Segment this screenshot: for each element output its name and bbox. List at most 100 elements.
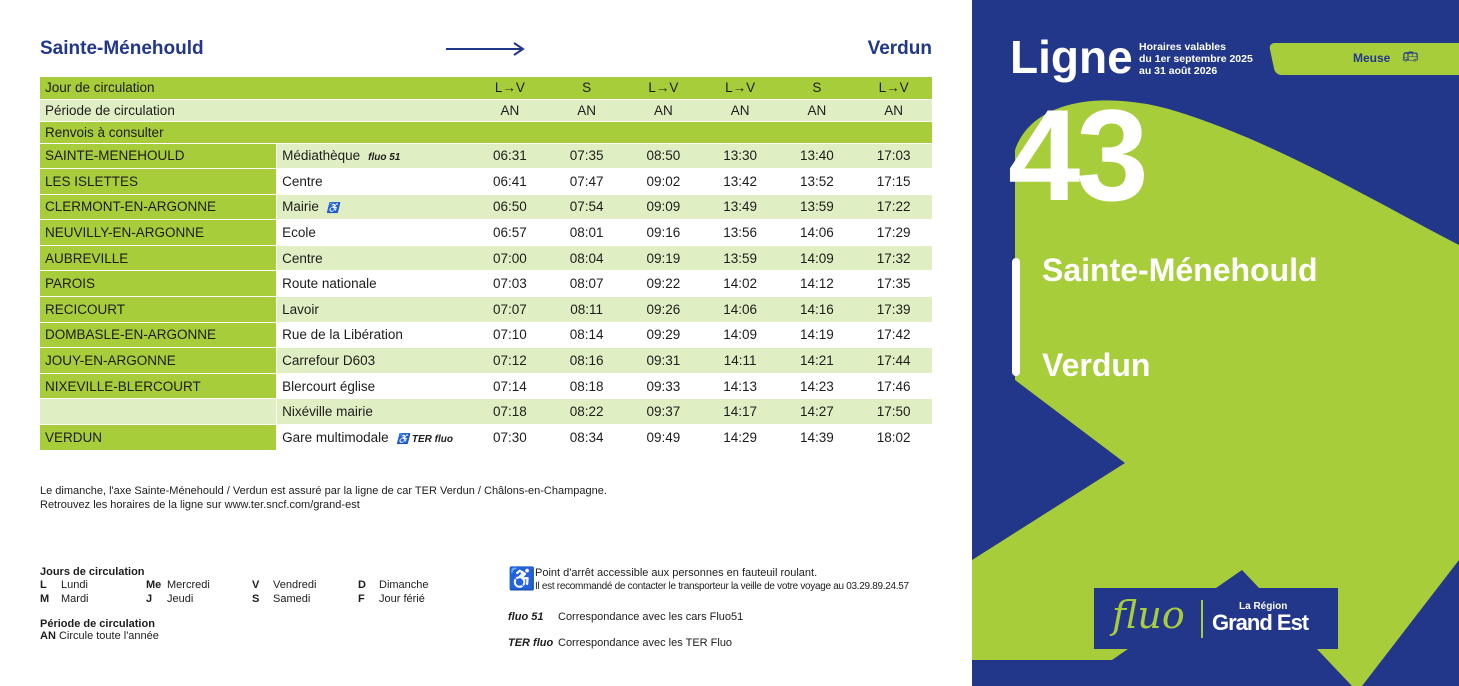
header-value — [624, 121, 702, 144]
departure-time: 13:30 — [701, 143, 779, 170]
commune: RECICOURT — [40, 296, 278, 323]
region-big: Grand Est — [1212, 610, 1309, 635]
commune: LES ISLETTES — [40, 168, 278, 195]
stop-cell: Centre — [276, 168, 472, 195]
departure-time: 17:35 — [855, 270, 932, 298]
table-row: Nixéville mairie 07:18 08:22 09:37 14:17 14:2… — [40, 398, 932, 426]
header-value: S — [548, 77, 625, 100]
stop-tag: ♿ TER fluo — [396, 433, 453, 445]
header-value: L→V — [624, 77, 702, 100]
day-legend-item: F Jour férié — [358, 593, 464, 605]
stop-name: Centre — [282, 173, 323, 189]
departure-time: 09:33 — [624, 373, 702, 400]
departure-time: 08:50 — [624, 143, 702, 170]
departure-time: 08:16 — [548, 347, 625, 374]
header-value: L→V — [471, 77, 549, 100]
departure-time: 13:49 — [701, 194, 779, 221]
commune: DOMBASLE-EN-ARGONNE — [40, 322, 278, 349]
departure-time: 14:23 — [778, 373, 856, 400]
departure-time: 17:15 — [855, 168, 932, 195]
departure-time: 14:19 — [778, 322, 856, 349]
departure-time: 17:50 — [855, 398, 932, 426]
header-value — [701, 121, 779, 144]
header-value — [471, 121, 549, 144]
departure-time: 17:39 — [855, 296, 932, 323]
fluo51-text: Correspondance avec les cars Fluo51 — [558, 611, 744, 623]
day-legend-item: V Vendredi — [252, 579, 358, 591]
day-code: D — [358, 579, 366, 591]
header-value — [855, 121, 932, 144]
departure-time: 14:39 — [778, 424, 856, 451]
header-value: AN — [701, 99, 779, 122]
header-value — [548, 121, 625, 144]
commune: NEUVILLY-EN-ARGONNE — [40, 219, 278, 246]
stop-cell: Carrefour D603 — [276, 347, 472, 374]
header-row: Renvois à consulter — [40, 121, 932, 144]
note-website: Retrouvez les horaires de la ligne sur w… — [40, 499, 360, 511]
line-number: 43 — [1008, 82, 1149, 228]
day-code: J — [146, 593, 153, 605]
day-legend-item: L Lundi — [40, 579, 146, 591]
day-name: Samedi — [273, 593, 311, 605]
stop-name: Ecole — [282, 225, 316, 241]
departure-time: 09:26 — [624, 296, 702, 323]
departure-time: 08:34 — [548, 424, 625, 451]
departure-time: 14:11 — [701, 347, 779, 374]
day-code: Me — [146, 579, 162, 591]
departure-time: 17:44 — [855, 347, 932, 374]
notes: Le dimanche, l'axe Sainte-Ménehould / Ve… — [40, 484, 607, 512]
departure-time: 17:42 — [855, 322, 932, 349]
header-value: AN — [855, 99, 932, 122]
day-code: F — [358, 593, 365, 605]
day-name: Jeudi — [167, 593, 194, 605]
table-row: SAINTE-MENEHOULD Médiathèque fluo 51 06:31 0… — [40, 143, 932, 170]
commune: SAINTE-MENEHOULD — [40, 143, 278, 170]
departure-time: 09:37 — [624, 398, 702, 426]
ter-fluo-logo: TER fluo — [508, 637, 554, 649]
period-desc: Circule toute l'année — [58, 630, 159, 642]
day-name: Dimanche — [379, 579, 429, 591]
commune: AUBREVILLE — [40, 245, 278, 272]
departure-time: 14:06 — [778, 219, 856, 246]
header-value: S — [778, 77, 856, 100]
validity-line: du 1er septembre 2025 — [1139, 53, 1253, 65]
departure-time: 13:59 — [778, 194, 856, 221]
stop-name: Rue de la Libération — [282, 327, 403, 343]
header-label: Jour de circulation — [40, 77, 472, 100]
departure-time: 07:54 — [548, 194, 625, 221]
departure-time: 14:16 — [778, 296, 856, 323]
commune: CLERMONT-EN-ARGONNE — [40, 194, 278, 221]
departure-time: 17:03 — [855, 143, 932, 170]
departure-time: 13:52 — [778, 168, 856, 195]
stop-name: Route nationale — [282, 276, 377, 292]
region-small: La Région — [1239, 601, 1288, 612]
departure-time: 09:02 — [624, 168, 702, 195]
stop-tag: ♿ — [326, 203, 340, 215]
departure-time: 09:09 — [624, 194, 702, 221]
departure-time: 08:22 — [548, 398, 625, 426]
departure-time: 17:22 — [855, 194, 932, 221]
departure-time: 14:27 — [778, 398, 856, 426]
header-row: Période de circulation AN AN AN AN AN AN — [40, 99, 932, 122]
wheelchair-icon: ♿ — [508, 566, 536, 591]
header-label: Période de circulation — [40, 99, 472, 122]
region-label: Meuse — [1353, 51, 1391, 65]
table-row: LES ISLETTES Centre 06:41 07:47 09:02 13:42 13… — [40, 168, 932, 195]
departure-time: 08:18 — [548, 373, 625, 400]
access-text: Point d'arrêt accessible aux personnes e… — [535, 567, 818, 579]
stop-name: Blercourt église — [282, 378, 376, 394]
stop-cell: Blercourt église — [276, 373, 472, 400]
departure-time: 06:57 — [471, 219, 549, 246]
stop-cell: Mairie ♿ — [276, 194, 472, 221]
access-phone: Il est recommandé de contacter le transp… — [535, 581, 909, 592]
table-row: NEUVILLY-EN-ARGONNE Ecole 06:57 08:01 09:16 1… — [40, 219, 932, 246]
departure-time: 09:19 — [624, 245, 702, 272]
ligne-label: Ligne — [1010, 31, 1133, 83]
departure-time: 07:35 — [548, 143, 625, 170]
fluo-logo-text: fluo — [1112, 593, 1185, 637]
departure-time: 14:17 — [701, 398, 779, 426]
departure-time: 14:21 — [778, 347, 856, 374]
bus-icon: 🚌︎ — [1402, 49, 1419, 64]
table-row: CLERMONT-EN-ARGONNE Mairie ♿ 06:50 07:54 09:0… — [40, 194, 932, 221]
departure-time: 07:12 — [471, 347, 549, 374]
